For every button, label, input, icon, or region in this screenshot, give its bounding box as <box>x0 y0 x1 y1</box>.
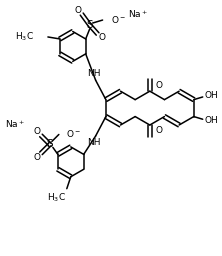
Text: OH: OH <box>205 91 218 100</box>
Text: OH: OH <box>205 116 218 125</box>
Text: S: S <box>47 140 53 150</box>
Text: NH: NH <box>87 138 100 147</box>
Text: Na$^+$: Na$^+$ <box>129 8 149 20</box>
Text: S: S <box>86 20 93 30</box>
Text: O: O <box>34 127 40 136</box>
Text: O$^-$: O$^-$ <box>111 14 126 25</box>
Text: NH: NH <box>87 69 100 78</box>
Text: O: O <box>155 81 162 90</box>
Text: O: O <box>74 6 81 15</box>
Text: O: O <box>155 126 162 135</box>
Text: Na$^+$: Na$^+$ <box>5 119 25 130</box>
Text: O: O <box>34 153 40 162</box>
Text: O: O <box>98 34 105 42</box>
Text: H$_3$C: H$_3$C <box>47 191 66 204</box>
Text: H$_3$C: H$_3$C <box>15 31 34 43</box>
Text: O$^-$: O$^-$ <box>66 128 81 139</box>
